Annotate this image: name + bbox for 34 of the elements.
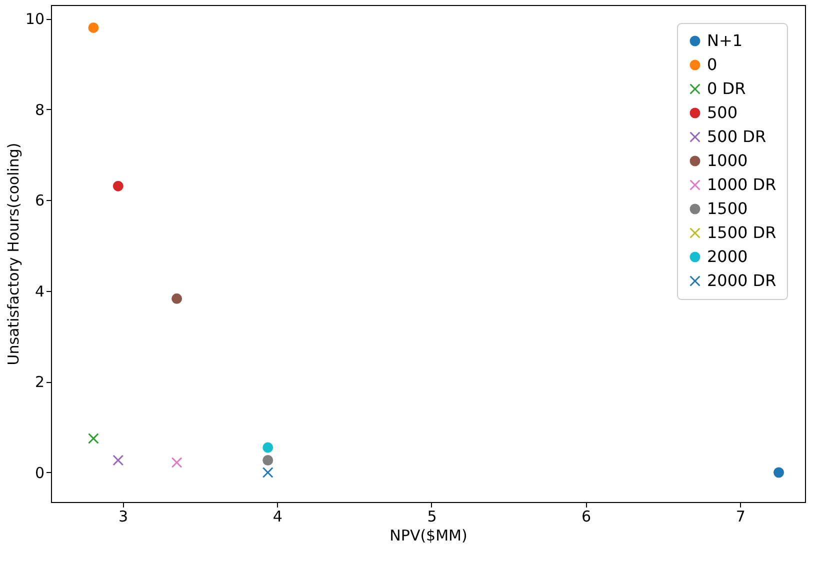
legend-label: 0	[707, 55, 718, 74]
point	[262, 467, 274, 478]
legend-label: 1000	[707, 151, 748, 170]
point	[262, 455, 274, 466]
x-tick-label: 5	[427, 508, 437, 526]
point	[112, 180, 124, 192]
point	[172, 293, 182, 304]
legend-label: 500	[707, 103, 738, 122]
legend-label: 2000 DR	[707, 271, 776, 290]
legend-label: 2000	[707, 247, 748, 266]
y-axis-title: Unsatisfactory Hours(cooling)	[4, 142, 22, 366]
point	[112, 455, 124, 466]
point	[774, 467, 784, 478]
legend-label: 1500 DR	[707, 223, 776, 242]
legend-label: 500 DR	[707, 127, 766, 146]
x-tick-label: 6	[582, 508, 592, 526]
x-tick-label: 3	[118, 508, 128, 526]
y-tick-label: 6	[34, 192, 44, 210]
x-tick-label: 4	[272, 508, 282, 526]
point	[88, 433, 99, 444]
x-axis-title: NPV($MM)	[390, 526, 468, 544]
y-tick-label: 10	[25, 10, 44, 28]
legend-label: N+1	[707, 31, 743, 50]
y-tick-label: 8	[34, 100, 44, 119]
y-tick-label: 2	[34, 373, 44, 392]
legend-label: 1000 DR	[707, 175, 776, 194]
y-tick-label: 0	[34, 464, 44, 482]
legend-label: 1500	[707, 199, 748, 218]
point	[88, 22, 99, 33]
y-tick-label: 4	[34, 282, 44, 300]
point	[172, 457, 182, 468]
point	[262, 442, 274, 453]
legend-label: 0 DR	[707, 79, 746, 98]
x-tick-label: 7	[736, 508, 746, 526]
